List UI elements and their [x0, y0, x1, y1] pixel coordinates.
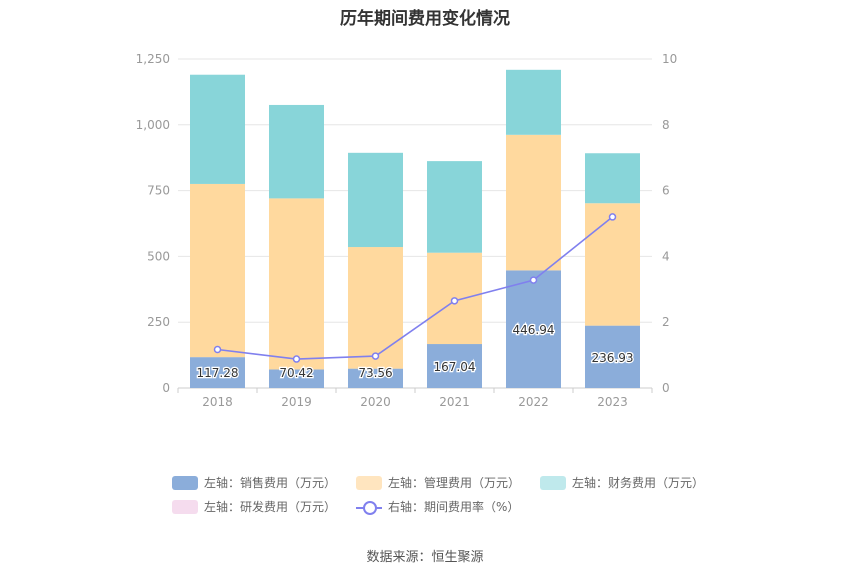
- left-tick-label: 500: [147, 249, 170, 263]
- left-tick-label: 1,250: [136, 52, 170, 66]
- x-tick-label: 2021: [439, 395, 470, 409]
- rate-point: [450, 297, 459, 305]
- legend-label-rate: 右轴：期间费用率（%）: [388, 500, 520, 514]
- legend-swatch-rd: [172, 499, 198, 514]
- right-tick-label: 8: [662, 118, 670, 132]
- legend-label-rd: 左轴：研发费用（万元）: [204, 500, 337, 514]
- x-tick-label: 2019: [281, 395, 312, 409]
- right-tick-label: 4: [662, 249, 670, 263]
- x-tick-label: 2018: [202, 395, 233, 409]
- data-label-sales: 117.28: [197, 366, 239, 380]
- bar-2-2018: [190, 74, 245, 184]
- bar-1-2020: [348, 247, 403, 369]
- bar-2-2021: [427, 161, 482, 253]
- legend-label-admin: 左轴：管理费用（万元）: [388, 476, 521, 490]
- rate-point: [292, 355, 301, 363]
- right-tick-label: 2: [662, 315, 670, 329]
- bar-0-2022: [506, 270, 561, 388]
- x-tick-label: 2020: [360, 395, 391, 409]
- bar-2-2022: [506, 69, 561, 135]
- bar-0-2023: [585, 325, 640, 388]
- data-label-sales: 70.42: [279, 366, 313, 380]
- chart-title: 历年期间费用变化情况: [340, 9, 510, 29]
- bar-0-2018: [190, 357, 245, 388]
- bar-0-2019: [269, 369, 324, 388]
- bar-1-2019: [269, 198, 324, 370]
- legend-item-rate[interactable]: 右轴：期间费用率（%）: [356, 498, 519, 515]
- left-tick-label: 1,000: [136, 118, 170, 132]
- right-tick-label: 10: [662, 52, 677, 66]
- bar-2-2023: [585, 153, 640, 204]
- left-tick-label: 750: [147, 184, 170, 198]
- left-tick-label: 250: [147, 315, 170, 329]
- data-source: 数据来源：恒生聚源: [366, 550, 484, 565]
- legend-item-finance[interactable]: 左轴：财务费用（万元）: [540, 474, 704, 491]
- left-tick-label: 0: [162, 381, 170, 395]
- bar-0-2020: [348, 368, 403, 388]
- bar-2-2019: [269, 104, 324, 199]
- chart-area: 0 250 500 750 1,000 1,250 0 2 4 6 8 10 2018 2019 2020 2…: [136, 52, 678, 409]
- legend-item-admin[interactable]: 左轴：管理费用（万元）: [356, 474, 520, 491]
- data-label-sales: 167.04: [434, 360, 476, 374]
- bar-1-2018: [190, 183, 245, 358]
- x-tick-label: 2023: [597, 395, 628, 409]
- bar-2-2020: [348, 152, 403, 248]
- legend-label-finance: 左轴：财务费用（万元）: [572, 476, 705, 490]
- data-label-sales: 236.93: [592, 351, 634, 365]
- right-tick-label: 6: [662, 184, 670, 198]
- rate-point: [608, 213, 617, 221]
- legend-swatch-admin: [356, 475, 383, 490]
- legend-swatch-sales: [172, 475, 198, 490]
- data-label-sales: 446.94: [513, 323, 555, 337]
- legend-item-sales[interactable]: 左轴：销售费用（万元）: [172, 474, 336, 491]
- bar-1-2022: [506, 134, 561, 271]
- right-tick-label: 0: [662, 381, 670, 395]
- data-label-sales: 73.56: [358, 366, 392, 380]
- rate-point: [529, 276, 538, 284]
- rate-line: [217, 216, 613, 360]
- rate-point: [213, 345, 222, 354]
- legend-label-sales: 左轴：销售费用（万元）: [204, 476, 337, 490]
- legend-swatch-finance: [540, 475, 567, 490]
- legend-line-rate-icon: [356, 500, 383, 515]
- rate-point: [371, 352, 380, 360]
- x-tick-label: 2022: [518, 395, 549, 409]
- bar-0-2021: [427, 344, 482, 388]
- bar-1-2023: [585, 203, 640, 326]
- legend-item-rd[interactable]: 左轴：研发费用（万元）: [172, 498, 336, 515]
